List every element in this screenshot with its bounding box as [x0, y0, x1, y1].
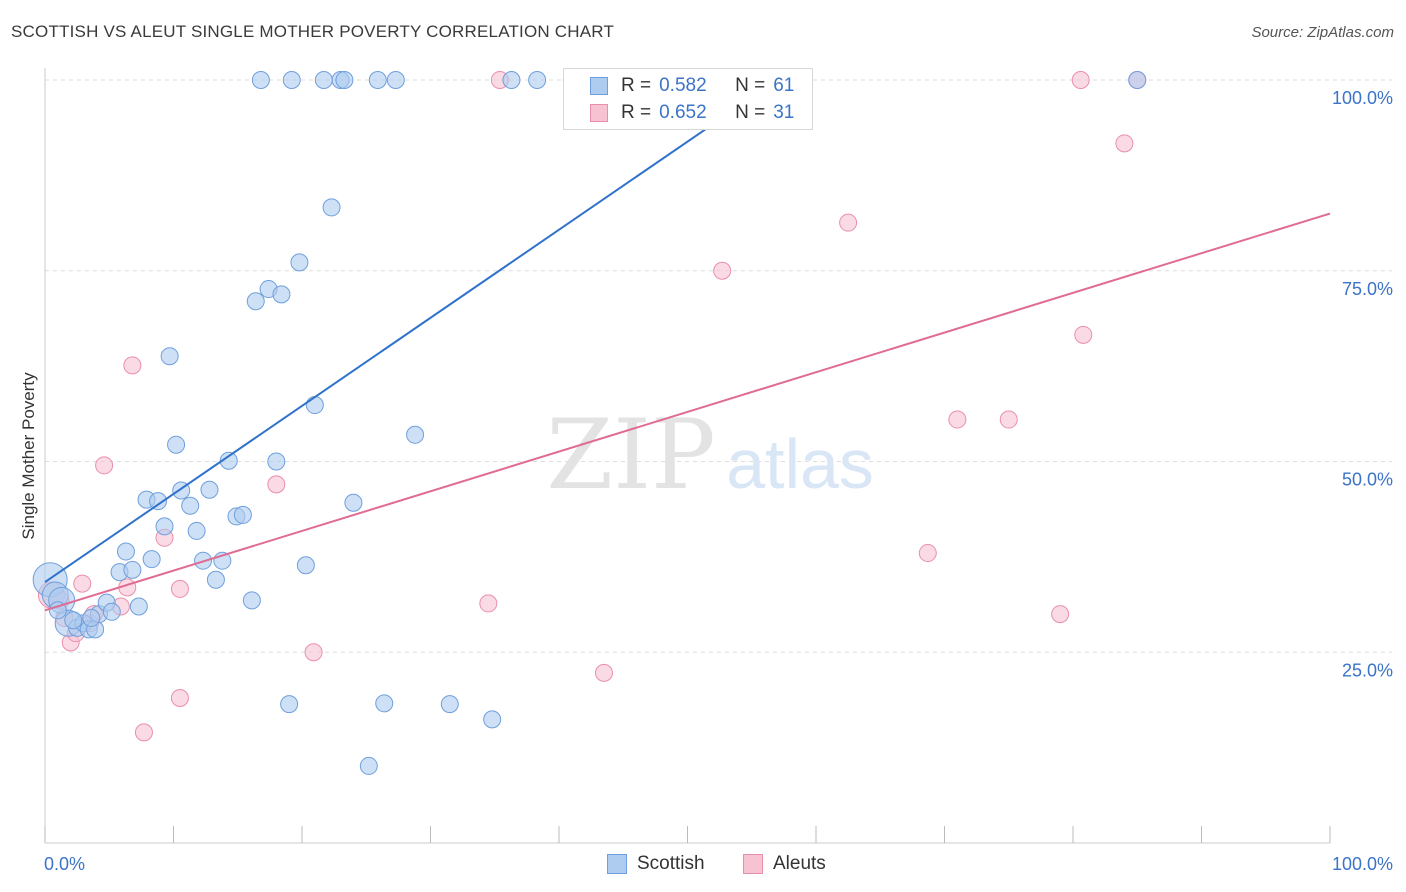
correlation-legend: R = 0.582 N = 61 R = 0.652 N = 31 — [563, 68, 813, 130]
aleuts-point — [134, 723, 153, 742]
aleuts-legend-label: Aleuts — [773, 853, 826, 874]
r-value: 0.652 — [659, 102, 707, 123]
aleuts-point — [1074, 325, 1093, 344]
aleuts-point — [95, 456, 114, 475]
legend-item-aleuts[interactable]: Aleuts — [743, 852, 826, 876]
legend-row-scottish: R = 0.582 N = 61 — [590, 73, 794, 99]
aleuts-point — [999, 410, 1018, 429]
scottish-point — [160, 347, 179, 366]
scottish-point — [116, 542, 135, 561]
n-label: N = — [735, 75, 766, 96]
aleuts-trend-line — [44, 212, 1331, 612]
scottish-point — [375, 694, 394, 713]
n-value: 31 — [773, 102, 795, 123]
y-tick-label: 100.0% — [1332, 88, 1393, 108]
aleuts-swatch — [590, 104, 608, 122]
aleuts-point — [1051, 605, 1070, 624]
scottish-point — [386, 71, 405, 89]
scottish-point — [155, 517, 174, 536]
scottish-point — [64, 611, 83, 630]
scottish-point — [406, 425, 425, 444]
aleuts-point — [918, 544, 937, 563]
n-label: N = — [735, 102, 766, 123]
aleuts-point — [839, 213, 858, 232]
scottish-legend-swatch — [607, 854, 627, 874]
scottish-point — [149, 492, 168, 511]
scottish-point — [82, 608, 101, 627]
watermark: ZIP atlas — [546, 399, 874, 511]
aleuts-point — [123, 356, 142, 375]
aleuts-point — [267, 475, 286, 494]
aleuts-point — [1115, 134, 1134, 153]
scottish-point — [246, 292, 265, 311]
scottish-point — [282, 71, 301, 89]
scottish-point — [206, 570, 225, 589]
scottish-point — [483, 710, 502, 729]
x-tick-label-max: 100.0% — [1332, 854, 1393, 874]
aleuts-point — [170, 579, 189, 598]
legend-item-scottish[interactable]: Scottish — [607, 852, 705, 876]
scottish-point — [322, 198, 341, 217]
gridlines — [45, 79, 1392, 653]
scottish-point — [233, 505, 252, 524]
scottish-point — [305, 396, 324, 415]
scottish-point — [440, 695, 459, 714]
aleuts-point — [73, 574, 92, 593]
scottish-point — [344, 493, 363, 512]
y-axis-title: Single Mother Poverty — [19, 372, 38, 540]
scottish-point — [242, 591, 261, 610]
scottish-point — [368, 71, 387, 89]
trend-lines — [44, 79, 1331, 612]
scottish-point — [167, 435, 186, 454]
scottish-point — [272, 285, 291, 304]
scottish-point — [1128, 71, 1147, 89]
aleuts-point — [594, 663, 613, 682]
scottish-point — [296, 556, 315, 575]
scottish-point — [102, 602, 121, 621]
scottish-point — [267, 452, 286, 471]
scottish-point — [290, 253, 309, 272]
axes — [44, 68, 1331, 844]
scottish-point — [200, 480, 219, 499]
aleuts-point — [713, 261, 732, 280]
watermark-atlas: atlas — [726, 425, 874, 503]
scottish-point — [142, 550, 161, 569]
watermark-zip: ZIP — [546, 399, 715, 511]
n-value: 61 — [773, 75, 795, 96]
aleuts-point — [304, 643, 323, 662]
chart-title: SCOTTISH VS ALEUT SINGLE MOTHER POVERTY … — [11, 22, 615, 41]
scottish-point — [280, 695, 299, 714]
scottish-point — [123, 560, 142, 579]
aleuts-legend-swatch — [743, 854, 763, 874]
y-tick-label: 75.0% — [1342, 279, 1393, 299]
scottish-legend-label: Scottish — [637, 853, 705, 874]
aleuts-point — [479, 594, 498, 613]
scottish-points — [32, 71, 1147, 775]
legend-row-aleuts: R = 0.652 N = 31 — [590, 100, 794, 126]
scottish-point — [335, 71, 354, 89]
source-label: Source: ZipAtlas.com — [1251, 24, 1394, 41]
scottish-point — [129, 597, 148, 616]
scottish-point — [359, 756, 378, 775]
y-tick-label: 50.0% — [1342, 470, 1393, 490]
x-tick-label-min: 0.0% — [44, 854, 85, 874]
scottish-swatch — [590, 77, 608, 95]
aleuts-point — [1071, 71, 1090, 89]
r-label: R = — [621, 102, 652, 123]
aleuts-point — [948, 410, 967, 429]
scottish-point — [502, 71, 521, 89]
scottish-point — [181, 496, 200, 515]
y-tick-label: 25.0% — [1342, 660, 1393, 680]
axis-labels: 25.0% 50.0% 75.0% 100.0% 0.0% 100.0% Single Mo… — [19, 88, 1393, 874]
r-label: R = — [621, 75, 652, 96]
scottish-point — [187, 521, 206, 540]
r-value: 0.582 — [659, 75, 707, 96]
scottish-point — [251, 71, 270, 89]
aleuts-point — [170, 689, 189, 708]
scottish-trend-line — [44, 79, 779, 583]
scottish-point — [528, 71, 547, 89]
scottish-point — [314, 71, 333, 89]
